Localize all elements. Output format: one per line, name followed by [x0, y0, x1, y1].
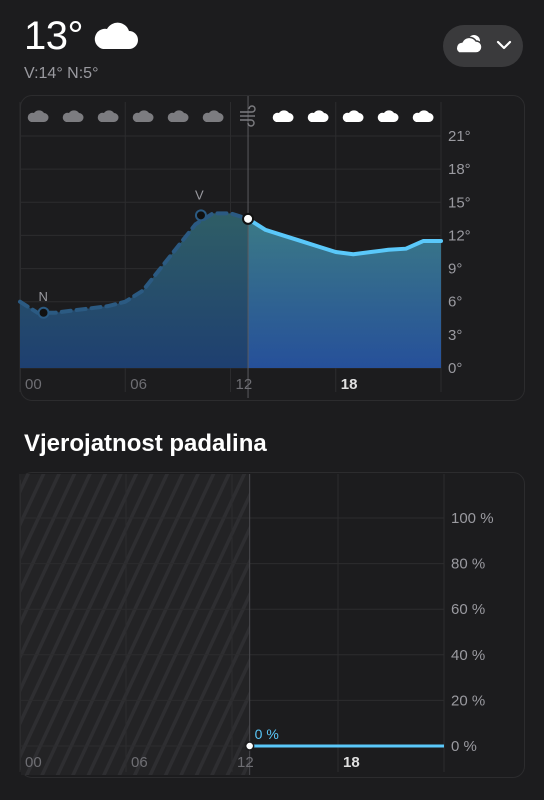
temperature-area-forecast [248, 218, 441, 368]
x-tick-label: 18 [341, 376, 358, 393]
cloud-icon [93, 21, 139, 56]
y-tick-label: 6° [448, 294, 462, 311]
y-tick-label: 3° [448, 327, 462, 344]
condition-selector-button[interactable] [443, 25, 523, 67]
x-tick-label: 18 [343, 754, 360, 771]
y-tick-label: 18° [448, 161, 471, 178]
cloud-icon [167, 110, 189, 122]
precipitation-title: Vjerojatnost padalina [24, 430, 267, 457]
partly-cloudy-icon [454, 33, 486, 60]
current-weather: 13° V:14° N:5° [24, 14, 139, 83]
cloud-icon [27, 110, 49, 122]
x-tick-label: 12 [236, 376, 253, 393]
low-marker [37, 306, 50, 319]
x-tick-label: 12 [237, 754, 254, 771]
chevron-down-icon [496, 37, 512, 55]
temperature-area-past [20, 213, 249, 368]
current-precipitation-label: 0 % [255, 726, 279, 742]
cloud-icon [97, 110, 119, 122]
y-tick-label: 0° [448, 360, 462, 377]
x-tick-label: 00 [25, 754, 42, 771]
high-low-temperature: V:14° N:5° [24, 65, 99, 82]
cloud-icon [62, 110, 84, 122]
x-tick-label: 00 [25, 376, 42, 393]
cloud-icon [307, 110, 329, 122]
y-tick-label: 100 % [451, 510, 494, 527]
cloud-icon [202, 110, 224, 122]
wind-icon [240, 105, 256, 127]
cloud-icon [132, 110, 154, 122]
cloud-icon [342, 110, 364, 122]
y-tick-label: 60 % [451, 601, 485, 618]
cloud-icon [272, 110, 294, 122]
temperature-line-forecast [246, 216, 443, 257]
y-tick-label: 20 % [451, 692, 485, 709]
high-marker-label: V [195, 187, 204, 202]
current-temperature: 13° [24, 14, 84, 58]
y-tick-label: 15° [448, 194, 471, 211]
now-marker [242, 212, 255, 225]
x-tick-label: 06 [130, 376, 147, 393]
temperature-line-past [18, 211, 251, 315]
x-tick-label: 06 [131, 754, 148, 771]
cloud-icon [412, 110, 434, 122]
past-hours-hatch [21, 474, 250, 775]
y-tick-label: 40 % [451, 647, 485, 664]
y-tick-label: 0 % [451, 738, 477, 755]
high-marker [194, 209, 207, 222]
y-tick-label: 80 % [451, 556, 485, 573]
now-marker [244, 741, 255, 751]
y-tick-label: 12° [448, 227, 471, 244]
cloud-icon [377, 110, 399, 122]
y-tick-label: 21° [448, 128, 471, 145]
temperature-chart[interactable]: N V 21° 18° 15° 12° 9° 6° 3° 0° 00 06 12 18 [0, 0, 544, 420]
low-marker-label: N [39, 289, 48, 304]
y-tick-label: 9° [448, 261, 462, 278]
